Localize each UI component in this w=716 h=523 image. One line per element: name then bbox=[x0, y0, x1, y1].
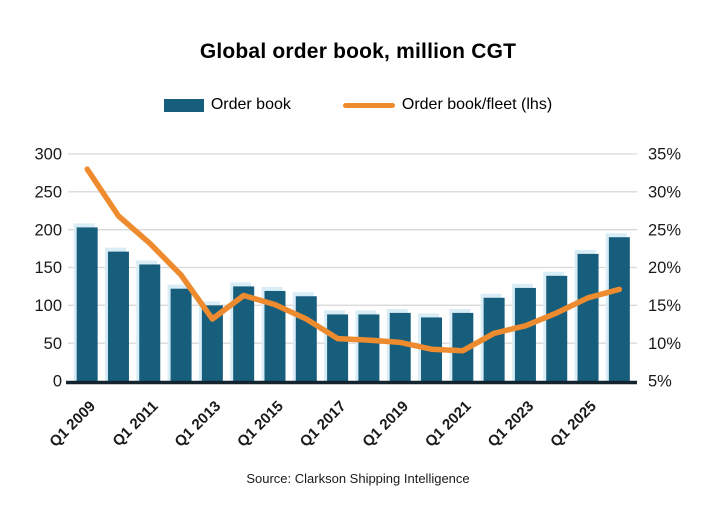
bar bbox=[452, 312, 474, 381]
bar bbox=[170, 288, 192, 381]
y-axis-tick-label: 100 bbox=[34, 297, 62, 315]
chart-title: Global order book, million CGT bbox=[199, 40, 517, 63]
bar bbox=[264, 290, 286, 381]
right-axis-tick-label: 25% bbox=[648, 221, 681, 239]
right-axis-tick-label: 15% bbox=[648, 297, 681, 315]
source-note: Source: Clarkson Shipping Intelligence bbox=[246, 471, 470, 486]
x-axis-tick-label: Q1 2025 bbox=[547, 398, 600, 451]
right-axis-tick-label: 35% bbox=[648, 146, 681, 164]
right-axis-tick-label: 5% bbox=[648, 373, 672, 391]
order-book-swatch-icon bbox=[163, 98, 204, 112]
y-axis-tick-label: 50 bbox=[44, 335, 62, 353]
ratio-line bbox=[84, 166, 623, 354]
bar bbox=[76, 227, 98, 381]
x-axis-tick-label: Q1 2013 bbox=[171, 398, 224, 451]
right-axis-tick-label: 30% bbox=[648, 183, 681, 201]
x-axis-tick-label: Q1 2011 bbox=[109, 398, 161, 450]
bar bbox=[389, 312, 411, 381]
legend-label-ratio: Order book/fleet (lhs) bbox=[401, 96, 553, 113]
y-axis-tick-label: 0 bbox=[53, 373, 62, 391]
legend-item-order-book: Order book bbox=[163, 96, 291, 114]
x-axis-tick-label: Q1 2017 bbox=[297, 398, 350, 451]
x-axis-tick-label: Q1 2019 bbox=[359, 398, 412, 451]
y-axis-tick-label: 200 bbox=[34, 221, 62, 239]
x-axis-tick-label: Q1 2023 bbox=[485, 398, 538, 451]
bar bbox=[358, 314, 380, 381]
bar bbox=[107, 251, 129, 381]
legend-label-order-book: Order book bbox=[210, 96, 291, 113]
bar bbox=[139, 264, 161, 381]
right-axis-tick-label: 10% bbox=[648, 335, 681, 353]
y-axis-tick-label: 300 bbox=[34, 146, 62, 164]
x-axis-tick-label: Q1 2015 bbox=[234, 398, 287, 451]
bar bbox=[327, 314, 349, 381]
legend-item-ratio: Order book/fleet (lhs) bbox=[342, 96, 553, 114]
legend: Order book Order book/fleet (lhs) bbox=[0, 96, 716, 114]
x-axis-tick-label: Q1 2009 bbox=[46, 398, 99, 451]
y-axis-tick-label: 250 bbox=[34, 183, 62, 201]
bar bbox=[608, 237, 630, 381]
bar bbox=[295, 296, 317, 381]
ratio-line-swatch-icon bbox=[342, 102, 395, 108]
x-axis-tick-label: Q1 2021 bbox=[422, 398, 475, 451]
bar bbox=[514, 287, 536, 381]
y-axis-tick-label: 150 bbox=[34, 259, 62, 277]
bar bbox=[233, 286, 255, 381]
bar bbox=[546, 275, 568, 381]
bar bbox=[483, 297, 505, 381]
bar bbox=[577, 253, 599, 381]
bar bbox=[201, 305, 223, 381]
right-axis-tick-label: 20% bbox=[648, 259, 681, 277]
